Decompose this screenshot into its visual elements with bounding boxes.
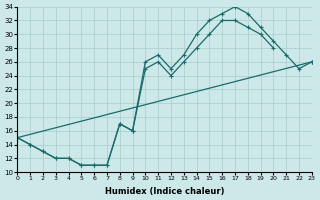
X-axis label: Humidex (Indice chaleur): Humidex (Indice chaleur): [105, 187, 224, 196]
